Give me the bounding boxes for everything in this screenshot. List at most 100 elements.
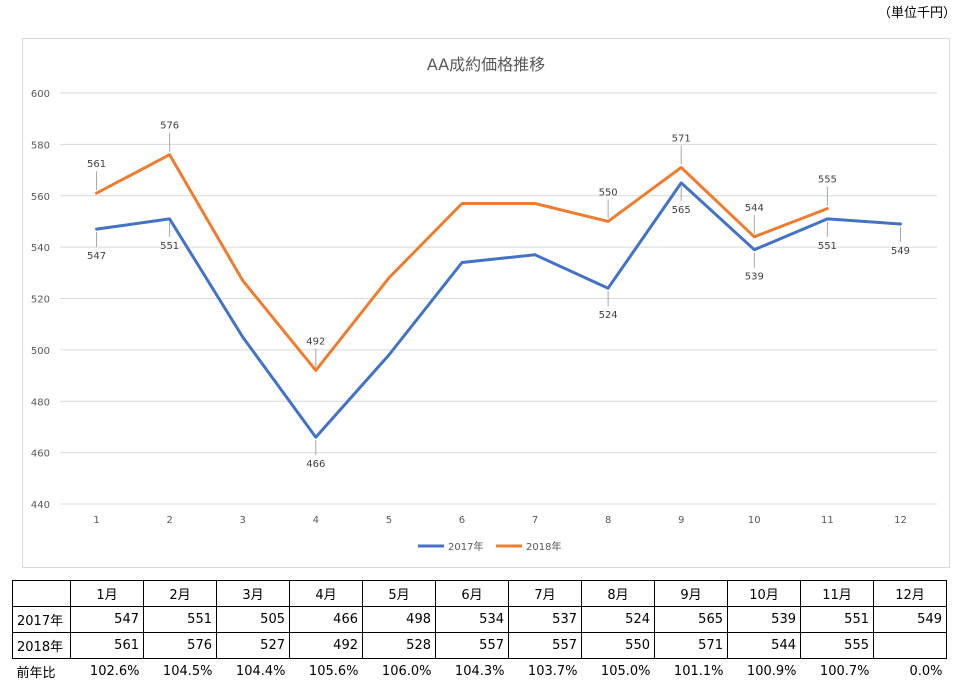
- data-label: 555: [818, 175, 837, 186]
- x-tick-label: 12: [894, 515, 907, 526]
- legend-label-2018: 2018年: [526, 540, 561, 553]
- table-cell: 466: [289, 606, 363, 633]
- data-label: 539: [745, 272, 764, 283]
- data-label: 551: [160, 241, 179, 252]
- table-cell: 555: [800, 632, 874, 659]
- data-label: 561: [87, 159, 106, 170]
- y-tick-label: 580: [31, 140, 50, 151]
- table-cell: 544: [727, 632, 801, 659]
- table-cell: 557: [508, 632, 582, 659]
- table-cell: 550: [581, 632, 655, 659]
- table-header-row: 1月 2月 3月 4月 5月 6月 7月 8月 9月 10月 11月 12月: [12, 580, 947, 607]
- table-ratio-cell: 105.6%: [308, 664, 359, 680]
- table-ratio-cell: 106.0%: [381, 664, 432, 680]
- y-tick-label: 520: [31, 295, 50, 306]
- y-tick-label: 600: [31, 89, 50, 100]
- y-tick-label: 440: [31, 500, 50, 511]
- table-ratio-cell: 101.1%: [673, 664, 724, 680]
- table-month-header: 7月: [508, 580, 582, 607]
- table-month-header: 5月: [362, 580, 436, 607]
- table-cell: 527: [216, 632, 290, 659]
- data-label: 524: [599, 310, 618, 321]
- data-label: 565: [672, 205, 691, 216]
- table-month-header: 12月: [873, 580, 947, 607]
- unit-note: （単位千円）: [877, 6, 956, 21]
- y-tick-label: 460: [31, 449, 50, 460]
- table-cell: [873, 632, 947, 659]
- table-cell: 547: [70, 606, 144, 633]
- y-tick-label: 540: [31, 243, 50, 254]
- table-cell: 505: [216, 606, 290, 633]
- y-tick-label: 560: [31, 192, 50, 203]
- table-month-header: 8月: [581, 580, 655, 607]
- x-tick-label: 11: [821, 515, 834, 526]
- table-ratio-cell: 105.0%: [600, 664, 651, 680]
- series-line-2018: [95, 153, 829, 372]
- table-cell: 561: [70, 632, 144, 659]
- chart-title: AA成約価格推移: [427, 55, 545, 74]
- data-label: 571: [672, 133, 691, 144]
- data-label: 547: [87, 251, 106, 262]
- series-line-2017: [95, 181, 902, 439]
- table-ratio-label: 前年比: [16, 666, 56, 682]
- y-tick-label: 480: [31, 397, 50, 408]
- table-ratio-cell: 104.5%: [162, 664, 213, 680]
- table-cell: 551: [143, 606, 217, 633]
- data-label: 544: [745, 203, 764, 214]
- x-tick-label: 4: [313, 515, 319, 526]
- x-tick-label: 10: [748, 515, 761, 526]
- table-cell: 576: [143, 632, 217, 659]
- table-row: 2017年 547 551 505 466 498 534 537 524 565 539 551 54…: [12, 606, 947, 633]
- x-tick-label: 3: [240, 515, 246, 526]
- x-tick-label: 9: [678, 515, 684, 526]
- table-row-label: 2018年: [12, 632, 71, 659]
- table-month-header: 9月: [654, 580, 728, 607]
- table-cell: 565: [654, 606, 728, 633]
- data-label: 492: [306, 336, 325, 347]
- x-tick-label: 6: [459, 515, 465, 526]
- table-ratio-cell: 100.7%: [819, 664, 870, 680]
- table-ratio-cell: 102.6%: [89, 664, 140, 680]
- table-cell: 534: [435, 606, 509, 633]
- table-month-header: 3月: [216, 580, 290, 607]
- table-ratio-cell: 103.7%: [527, 664, 578, 680]
- table-month-header: 4月: [289, 580, 363, 607]
- table-ratio-cell: 0.0%: [909, 664, 943, 680]
- x-tick-label: 7: [532, 515, 538, 526]
- data-label: 549: [891, 246, 910, 257]
- table-month-header: 2月: [143, 580, 217, 607]
- table-month-header: 6月: [435, 580, 509, 607]
- x-tick-label: 8: [605, 515, 611, 526]
- legend-label-2017: 2017年: [448, 540, 483, 553]
- table-cell: 537: [508, 606, 582, 633]
- table-month-header: 10月: [727, 580, 801, 607]
- line-chart: AA成約価格推移 440 460 480 500 520 540 560 580 600 1 2 3 4…: [22, 38, 950, 568]
- table-cell: 528: [362, 632, 436, 659]
- table-ratio-cell: 104.4%: [235, 664, 286, 680]
- table-row-label: 2017年: [12, 606, 71, 633]
- data-label: 551: [818, 241, 837, 252]
- data-label: 466: [306, 459, 325, 470]
- x-tick-label: 1: [93, 515, 99, 526]
- table-cell: 539: [727, 606, 801, 633]
- table-row: 2018年 561 576 527 492 528 557 557 550 571 544 555: [12, 632, 947, 659]
- table-cell: 549: [873, 606, 947, 633]
- table-cell: 498: [362, 606, 436, 633]
- data-label: 576: [160, 121, 179, 132]
- table-month-header: 1月: [70, 580, 144, 607]
- data-label: 550: [599, 187, 618, 198]
- x-tick-label: 5: [386, 515, 392, 526]
- table-month-header: 11月: [800, 580, 874, 607]
- table-ratio-cell: 104.3%: [454, 664, 505, 680]
- table-cell: 524: [581, 606, 655, 633]
- table-cell: 557: [435, 632, 509, 659]
- y-tick-label: 500: [31, 346, 50, 357]
- table-cell: 571: [654, 632, 728, 659]
- x-tick-label: 2: [166, 515, 172, 526]
- data-table: 1月 2月 3月 4月 5月 6月 7月 8月 9月 10月 11月 12月 2017年 547 551 50…: [12, 580, 947, 685]
- table-corner-cell: [12, 580, 71, 607]
- table-ratio-row: 前年比 102.6% 104.5% 104.4% 105.6% 106.0% 104.3% 1…: [13, 659, 947, 685]
- table-cell: 492: [289, 632, 363, 659]
- table-ratio-cell: 100.9%: [746, 664, 797, 680]
